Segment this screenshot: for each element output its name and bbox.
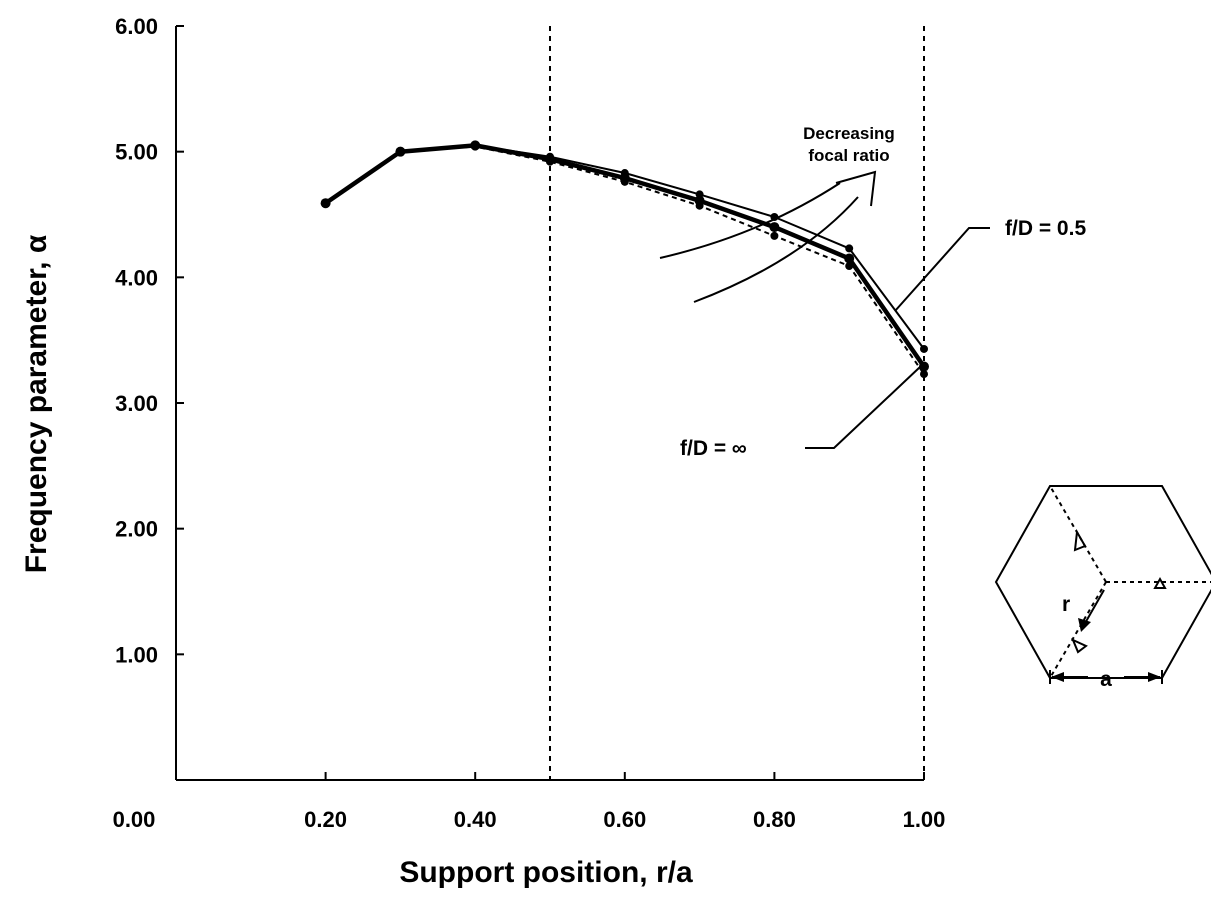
series-1-point xyxy=(769,222,780,233)
decreasing-label-line2: focal ratio xyxy=(808,146,889,165)
x-tick-label: 0.60 xyxy=(603,807,646,832)
x-tick-label: 0.20 xyxy=(304,807,347,832)
series-2-point xyxy=(396,147,405,156)
x-ticks: 0.00 0.20 0.40 0.60 0.80 1.00 xyxy=(113,772,946,832)
x-tick-label: 0.40 xyxy=(454,807,497,832)
r-arrow-head-icon xyxy=(1078,618,1091,632)
series-0-point xyxy=(845,244,854,253)
series-2-point xyxy=(321,199,330,208)
hexagon-radius-3 xyxy=(1049,581,1107,679)
y-tick-label: 6.00 xyxy=(115,14,158,39)
inset-label-a: a xyxy=(1100,668,1112,691)
series-2-point xyxy=(546,157,554,166)
y-axis-title: Frequency parameter, α xyxy=(20,234,53,573)
a-arrow-left-icon xyxy=(1051,672,1064,682)
support-triangle-icon xyxy=(1153,576,1167,589)
series-1-point xyxy=(844,253,855,264)
hexagon-radius-1 xyxy=(1049,485,1107,583)
series-2-point xyxy=(845,262,854,271)
y-tick-label: 4.00 xyxy=(115,265,158,290)
fdinf-label: f/D = ∞ xyxy=(680,437,747,460)
series-2-point xyxy=(770,231,779,240)
series-0-point xyxy=(920,344,928,353)
x-tick-label: 0.00 xyxy=(113,807,156,832)
fd05-label: f/D = 0.5 xyxy=(1005,217,1086,240)
y-tick-label: 2.00 xyxy=(115,517,158,542)
y-ticks: 1.00 2.00 3.00 4.00 5.00 6.00 xyxy=(115,14,184,667)
decreasing-label-line1: Decreasing xyxy=(803,124,895,143)
x-tick-label: 0.80 xyxy=(753,807,796,832)
series-group xyxy=(320,140,929,379)
support-triangle-icon xyxy=(1071,638,1088,654)
series-2-point xyxy=(695,201,704,210)
support-triangle-icon xyxy=(1073,528,1087,552)
y-tick-label: 5.00 xyxy=(115,140,158,165)
x-tick-label: 1.00 xyxy=(903,807,946,832)
inset-label-r: r xyxy=(1062,593,1070,616)
x-axis-title: Support position, r/a xyxy=(399,856,693,889)
a-arrow-right-icon xyxy=(1148,672,1161,682)
decreasing-arrow xyxy=(659,170,877,303)
fdinf-leader-line xyxy=(805,366,921,449)
hexagon-inset: r a xyxy=(994,485,1211,691)
series-2-point xyxy=(471,142,480,151)
series-2-point xyxy=(620,177,629,186)
fd05-leader-line xyxy=(894,227,990,312)
y-tick-label: 3.00 xyxy=(115,391,158,416)
r-arrow-line xyxy=(1083,589,1105,626)
series-2-point xyxy=(920,370,928,379)
y-tick-label: 1.00 xyxy=(115,642,158,667)
